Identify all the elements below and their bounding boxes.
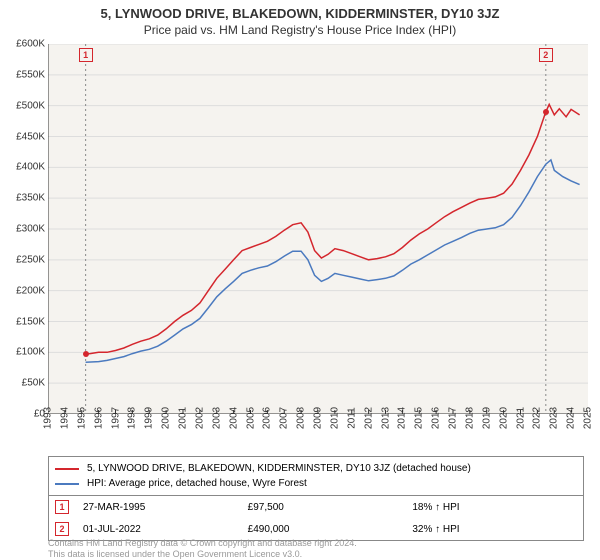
legend-swatch xyxy=(55,483,79,485)
marker-dot xyxy=(83,351,89,357)
xtick-label: 2007 xyxy=(279,407,290,429)
legend-marker-diff: 18% ↑ HPI xyxy=(412,502,577,513)
xtick-label: 1999 xyxy=(144,407,155,429)
legend-marker-box: 2 xyxy=(55,522,69,536)
xtick-label: 2011 xyxy=(346,407,357,429)
legend-box: 5, LYNWOOD DRIVE, BLAKEDOWN, KIDDERMINST… xyxy=(48,456,584,541)
xtick-label: 2013 xyxy=(380,407,391,429)
chart-title: 5, LYNWOOD DRIVE, BLAKEDOWN, KIDDERMINST… xyxy=(0,0,600,21)
xtick-label: 2003 xyxy=(211,407,222,429)
legend-marker-diff: 32% ↑ HPI xyxy=(412,524,577,535)
chart-svg xyxy=(48,44,588,414)
xtick-label: 2023 xyxy=(549,407,560,429)
marker-label: 1 xyxy=(79,48,93,62)
ytick-label: £350K xyxy=(16,193,45,204)
legend-marker-date: 27-MAR-1995 xyxy=(83,502,248,513)
legend-row: 5, LYNWOOD DRIVE, BLAKEDOWN, KIDDERMINST… xyxy=(55,461,577,476)
xtick-label: 1995 xyxy=(76,407,87,429)
copyright-text: Contains HM Land Registry data © Crown c… xyxy=(48,538,357,560)
xtick-label: 2015 xyxy=(414,407,425,429)
legend-marker-row: 2 01-JUL-2022£490,00032% ↑ HPI xyxy=(49,518,583,540)
legend-label: 5, LYNWOOD DRIVE, BLAKEDOWN, KIDDERMINST… xyxy=(87,461,471,476)
xtick-label: 2016 xyxy=(431,407,442,429)
copyright-line2: This data is licensed under the Open Gov… xyxy=(48,549,357,560)
copyright-line1: Contains HM Land Registry data © Crown c… xyxy=(48,538,357,549)
marker-dot xyxy=(543,109,549,115)
legend-swatch xyxy=(55,468,79,470)
xtick-label: 2010 xyxy=(329,407,340,429)
xtick-label: 1993 xyxy=(43,407,54,429)
ytick-label: £50K xyxy=(22,378,45,389)
xtick-label: 2019 xyxy=(481,407,492,429)
legend-row: HPI: Average price, detached house, Wyre… xyxy=(55,476,577,491)
ytick-label: £450K xyxy=(16,131,45,142)
xtick-label: 2006 xyxy=(262,407,273,429)
legend-marker-price: £490,000 xyxy=(248,524,413,535)
ytick-label: £250K xyxy=(16,254,45,265)
ytick-label: £550K xyxy=(16,69,45,80)
legend-label: HPI: Average price, detached house, Wyre… xyxy=(87,476,307,491)
xtick-label: 2008 xyxy=(296,407,307,429)
xtick-label: 2002 xyxy=(194,407,205,429)
legend-marker-row: 1 27-MAR-1995£97,50018% ↑ HPI xyxy=(49,496,583,518)
xtick-label: 2021 xyxy=(515,407,526,429)
chart-container: 5, LYNWOOD DRIVE, BLAKEDOWN, KIDDERMINST… xyxy=(0,0,600,560)
xtick-label: 2000 xyxy=(161,407,172,429)
xtick-label: 2022 xyxy=(532,407,543,429)
legend-marker-price: £97,500 xyxy=(248,502,413,513)
marker-label: 2 xyxy=(539,48,553,62)
ytick-label: £400K xyxy=(16,162,45,173)
ytick-label: £200K xyxy=(16,285,45,296)
ytick-label: £150K xyxy=(16,316,45,327)
ytick-label: £600K xyxy=(16,39,45,50)
legend-marker-box: 1 xyxy=(55,500,69,514)
xtick-label: 2025 xyxy=(583,407,594,429)
plot-area xyxy=(48,44,588,414)
xtick-label: 2012 xyxy=(363,407,374,429)
xtick-label: 1996 xyxy=(93,407,104,429)
ytick-label: £300K xyxy=(16,224,45,235)
xtick-label: 2014 xyxy=(397,407,408,429)
xtick-label: 2018 xyxy=(464,407,475,429)
ytick-label: £500K xyxy=(16,100,45,111)
xtick-label: 2005 xyxy=(245,407,256,429)
xtick-label: 1994 xyxy=(59,407,70,429)
legend-markers: 1 27-MAR-1995£97,50018% ↑ HPI 2 01-JUL-2022… xyxy=(49,496,583,540)
xtick-label: 1997 xyxy=(110,407,121,429)
xtick-label: 2017 xyxy=(448,407,459,429)
xtick-label: 2024 xyxy=(566,407,577,429)
xtick-label: 2004 xyxy=(228,407,239,429)
xtick-label: 2001 xyxy=(178,407,189,429)
legend-series: 5, LYNWOOD DRIVE, BLAKEDOWN, KIDDERMINST… xyxy=(49,457,583,496)
legend-marker-date: 01-JUL-2022 xyxy=(83,524,248,535)
xtick-label: 2020 xyxy=(498,407,509,429)
ytick-label: £100K xyxy=(16,347,45,358)
xtick-label: 1998 xyxy=(127,407,138,429)
xtick-label: 2009 xyxy=(313,407,324,429)
chart-subtitle: Price paid vs. HM Land Registry's House … xyxy=(0,21,600,37)
